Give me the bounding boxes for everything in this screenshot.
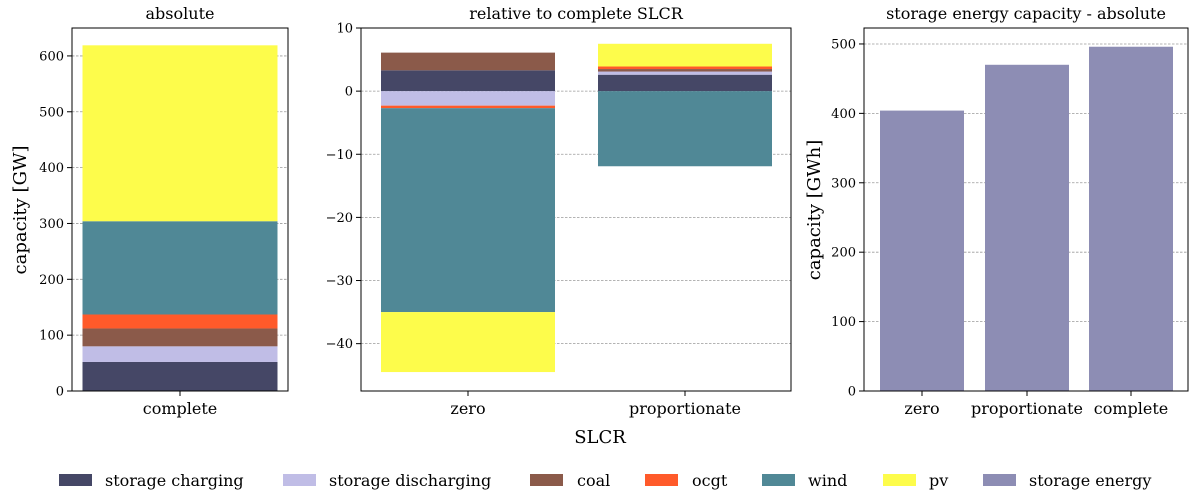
bar-pv-zero [381, 312, 555, 373]
legend-swatch-storage-charging [59, 474, 92, 486]
legend-swatch-wind [762, 474, 795, 486]
bar-wind-zero [381, 108, 555, 313]
xlabel-slcr: SLCR [574, 427, 626, 448]
ytick-label: 200 [831, 246, 856, 261]
bar-storage-energy-proportionate [985, 64, 1069, 391]
legend-item-wind: wind [762, 471, 847, 490]
xtick-label-proportionate: proportionate [629, 399, 741, 418]
title-relative: relative to complete SLCR [469, 4, 683, 23]
bar-pv-complete [82, 45, 278, 222]
legend-swatch-storage-discharging [283, 474, 316, 486]
bar-storage-charging-complete [82, 361, 278, 391]
bar-storage-charging-proportionate [598, 74, 772, 92]
ytick-label: 400 [39, 161, 64, 176]
bar-ocgt-complete [82, 314, 278, 329]
ytick-label: 600 [39, 49, 64, 64]
ytick-label: −30 [326, 274, 353, 289]
legend-label-storage-discharging: storage discharging [329, 471, 491, 490]
bar-storage-energy-zero [880, 110, 964, 392]
panel-storage-energy: storage energy capacity - absolute 0 100 2… [804, 4, 1189, 418]
legend-swatch-ocgt [645, 474, 678, 486]
ytick-label: 300 [39, 217, 64, 232]
legend-label-coal: coal [577, 471, 610, 490]
bar-storage-discharging-zero [381, 91, 555, 106]
legend-item-storage-charging: storage charging [59, 471, 244, 490]
bar-coal-proportionate [598, 69, 772, 72]
legend-label-wind: wind [808, 471, 847, 490]
legend: storage charging storage discharging coal o… [59, 471, 1151, 490]
bar-pv-proportionate [598, 43, 772, 67]
ytick-label: 500 [831, 37, 856, 52]
ytick-label: 400 [831, 107, 856, 122]
axes-frame-storage-energy [863, 27, 1189, 392]
bar-coal-zero [381, 52, 555, 71]
legend-item-pv: pv [883, 471, 948, 490]
bar-ocgt-zero [381, 105, 555, 109]
legend-item-storage-energy: storage energy [983, 471, 1151, 490]
bar-wind-complete [82, 221, 278, 315]
xtick-label-zero: zero [904, 399, 939, 418]
xtick-label-proportionate: proportionate [971, 399, 1083, 418]
ylabel-storage-energy: capacity [GWh] [804, 140, 825, 281]
legend-swatch-pv [883, 474, 916, 486]
axes-frame-relative [360, 27, 792, 392]
ylabel-absolute: capacity [GW] [10, 146, 31, 275]
xtick-label-complete: complete [143, 399, 218, 418]
legend-item-ocgt: ocgt [645, 471, 728, 490]
ytick-label: 200 [39, 273, 64, 288]
xtick-label-zero: zero [450, 399, 485, 418]
ytick-label: 0 [848, 385, 856, 400]
ytick-label: −20 [326, 211, 353, 226]
legend-item-storage-discharging: storage discharging [283, 471, 491, 490]
ytick-label: −40 [326, 337, 353, 352]
bar-storage-energy-complete [1089, 46, 1173, 392]
panel-absolute: absolute 0 100 200 300 400 500 600 complete ca… [10, 4, 289, 418]
ytick-label: 100 [39, 329, 64, 344]
bar-storage-charging-zero [381, 70, 555, 92]
legend-item-coal: coal [530, 471, 610, 490]
ytick-label: 100 [831, 315, 856, 330]
ytick-label: 0 [345, 85, 353, 100]
ytick-label: 300 [831, 176, 856, 191]
xtick-label-complete: complete [1094, 399, 1169, 418]
legend-label-pv: pv [929, 471, 948, 490]
panel-relative: relative to complete SLCR 10 0 −10 −20 −30 −4… [326, 4, 792, 448]
legend-swatch-storage-energy [983, 474, 1016, 486]
title-storage-energy: storage energy capacity - absolute [886, 4, 1166, 23]
bar-coal-complete [82, 328, 278, 347]
legend-label-ocgt: ocgt [692, 471, 728, 490]
bar-ocgt-proportionate [598, 66, 772, 70]
legend-label-storage-charging: storage charging [105, 471, 244, 490]
ytick-label: −10 [326, 148, 353, 163]
title-absolute: absolute [146, 4, 215, 23]
bar-storage-discharging-proportionate [598, 71, 772, 75]
ytick-label: 0 [56, 385, 64, 400]
bar-storage-discharging-complete [82, 346, 278, 362]
ytick-label: 500 [39, 105, 64, 120]
bar-wind-proportionate [598, 91, 772, 167]
legend-swatch-coal [530, 474, 563, 486]
legend-label-storage-energy: storage energy [1029, 471, 1151, 490]
ytick-label: 10 [336, 22, 353, 37]
